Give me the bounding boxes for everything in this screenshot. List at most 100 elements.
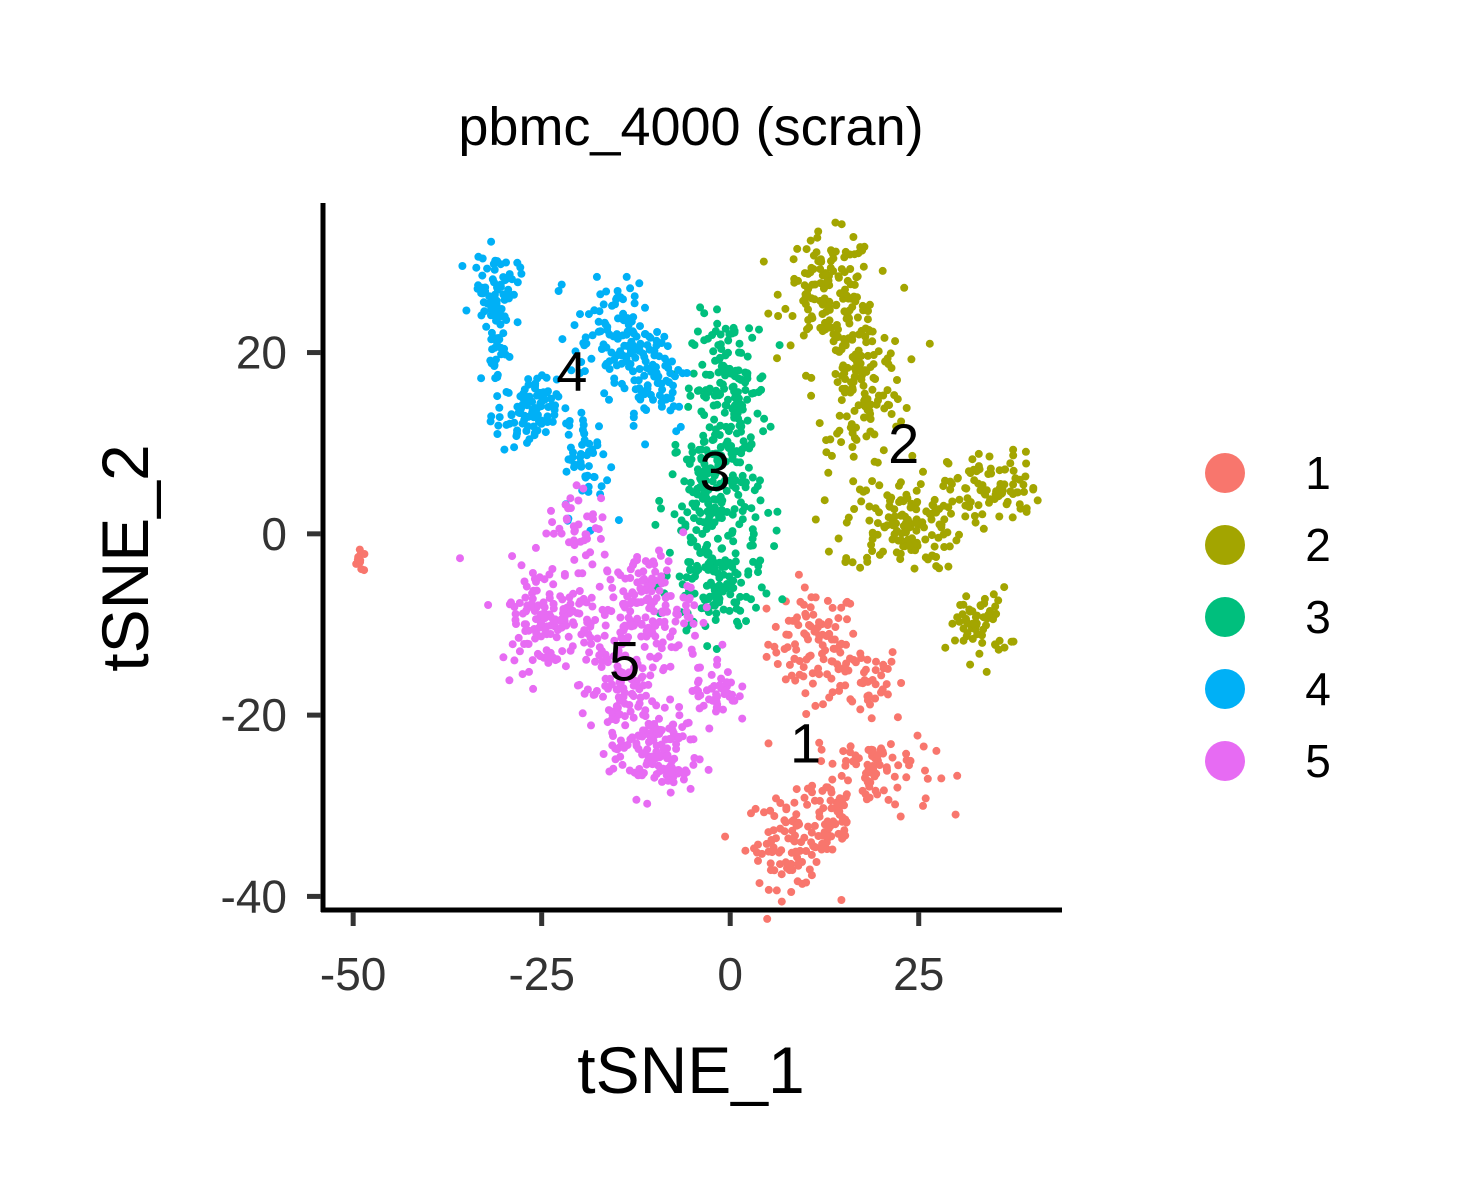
data-point xyxy=(657,726,666,735)
data-point xyxy=(818,786,827,795)
data-point xyxy=(696,474,705,483)
data-point xyxy=(883,690,892,699)
data-point xyxy=(456,554,464,563)
data-point xyxy=(715,558,724,567)
data-point xyxy=(787,671,796,680)
data-point xyxy=(585,439,594,448)
data-point xyxy=(558,647,567,656)
data-point xyxy=(841,375,850,383)
data-point xyxy=(972,467,981,476)
data-point xyxy=(822,448,831,457)
data-point xyxy=(980,594,989,603)
data-point xyxy=(615,678,624,687)
data-point xyxy=(678,732,687,741)
data-point xyxy=(689,760,698,769)
data-point xyxy=(978,631,986,640)
data-point xyxy=(1016,504,1025,513)
data-point xyxy=(875,508,883,517)
data-point xyxy=(862,432,871,441)
legend-item-4: 4 xyxy=(1205,663,1331,715)
data-point xyxy=(969,619,977,628)
data-point xyxy=(671,448,680,457)
data-point xyxy=(513,318,522,327)
data-point xyxy=(759,427,768,436)
data-point xyxy=(654,652,663,661)
data-point xyxy=(828,775,837,784)
data-point xyxy=(674,641,683,650)
data-point xyxy=(710,415,719,424)
data-point xyxy=(791,617,800,625)
data-point xyxy=(673,605,681,614)
data-point xyxy=(737,449,746,458)
data-point xyxy=(891,337,900,346)
data-point xyxy=(723,668,732,677)
data-point xyxy=(764,309,773,318)
data-point xyxy=(684,384,693,393)
data-point xyxy=(1015,475,1024,484)
data-point xyxy=(896,555,905,564)
data-point xyxy=(747,809,755,818)
data-point xyxy=(731,557,740,566)
data-point xyxy=(548,518,557,527)
data-point xyxy=(728,696,737,705)
data-point xyxy=(504,292,512,301)
data-point xyxy=(593,438,602,447)
data-point xyxy=(721,457,730,466)
data-point xyxy=(846,265,855,273)
data-point xyxy=(689,735,698,744)
data-point xyxy=(644,680,653,689)
data-point xyxy=(921,794,930,803)
data-point xyxy=(501,276,510,285)
points-layer xyxy=(352,218,1042,923)
cluster-labels: 1 2 3 4 5 xyxy=(556,340,919,775)
data-point xyxy=(1020,487,1028,496)
data-point xyxy=(589,690,598,699)
data-point xyxy=(883,664,892,673)
data-point xyxy=(773,290,782,299)
data-point xyxy=(778,595,787,604)
data-point xyxy=(636,339,645,348)
data-point xyxy=(807,263,816,272)
data-point xyxy=(561,662,570,671)
data-point xyxy=(824,547,833,556)
data-point xyxy=(562,467,571,476)
data-point xyxy=(690,754,699,762)
data-point xyxy=(872,657,880,666)
data-point xyxy=(621,721,630,730)
data-point xyxy=(818,831,827,840)
data-point xyxy=(834,273,843,282)
data-point xyxy=(666,406,675,415)
data-point xyxy=(571,347,580,356)
data-point xyxy=(807,850,816,859)
data-point xyxy=(630,299,639,308)
data-point xyxy=(982,486,991,495)
data-point xyxy=(817,257,826,266)
data-point xyxy=(560,570,569,578)
legend-item-2: 2 xyxy=(1205,519,1331,571)
data-point xyxy=(717,345,726,353)
data-point xyxy=(953,473,962,482)
data-point xyxy=(902,749,911,758)
data-point xyxy=(515,647,524,656)
data-point xyxy=(539,598,548,607)
data-point xyxy=(738,401,747,410)
data-point xyxy=(790,798,799,807)
data-point xyxy=(529,684,538,693)
data-point xyxy=(557,623,566,632)
data-point xyxy=(788,312,797,320)
data-point xyxy=(658,764,667,773)
data-point xyxy=(683,508,692,517)
data-point xyxy=(1012,488,1021,497)
data-point xyxy=(678,723,687,732)
data-point xyxy=(567,608,575,616)
data-point xyxy=(594,317,603,326)
data-point xyxy=(689,500,698,509)
data-point xyxy=(885,401,894,410)
data-point xyxy=(548,417,557,426)
data-point xyxy=(986,464,995,473)
data-point xyxy=(642,760,651,769)
data-point xyxy=(653,328,662,336)
data-point xyxy=(796,597,805,606)
data-point xyxy=(868,547,877,555)
data-point xyxy=(629,367,637,376)
